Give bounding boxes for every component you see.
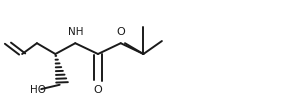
Text: O: O: [116, 27, 125, 37]
Text: HO: HO: [30, 85, 46, 95]
Text: O: O: [94, 85, 102, 95]
Text: NH: NH: [68, 27, 83, 37]
